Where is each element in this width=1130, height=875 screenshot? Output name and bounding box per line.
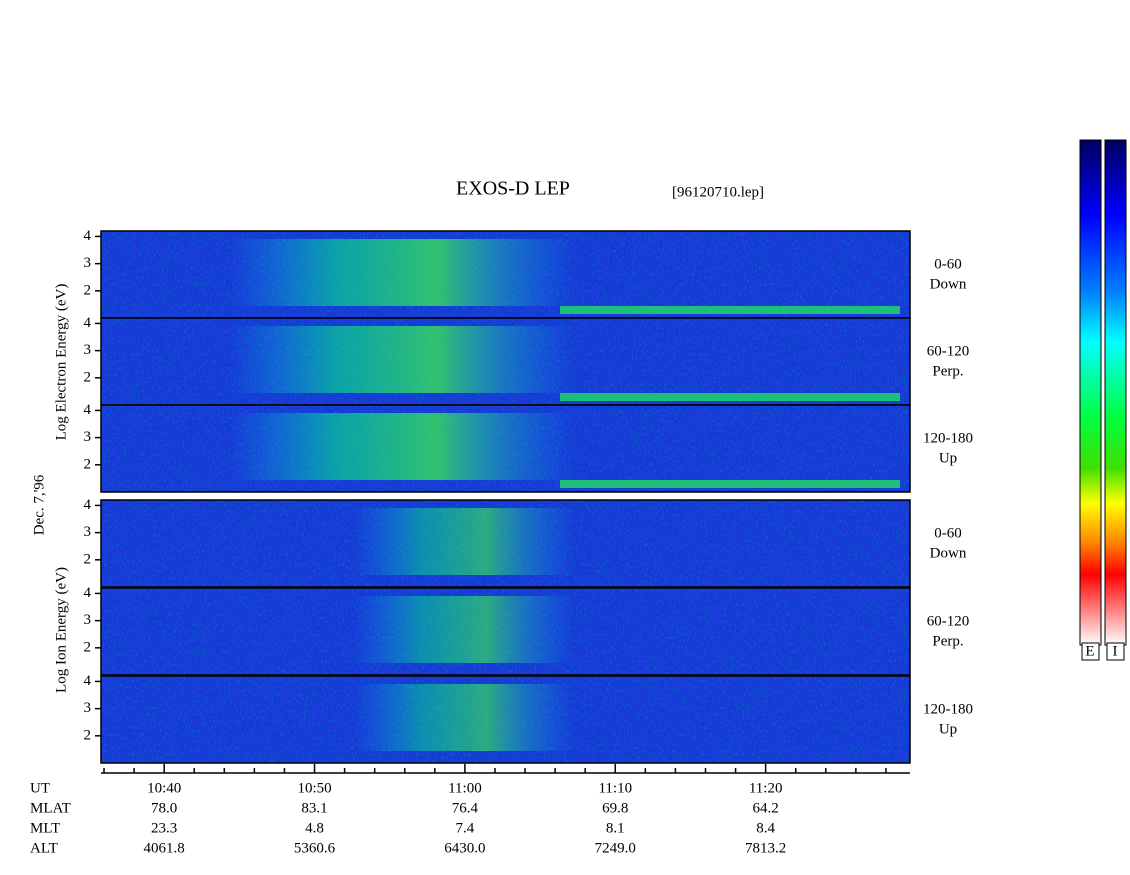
ephemeris-value: 83.1 xyxy=(301,800,327,816)
ephemeris-value: 7.4 xyxy=(456,820,475,836)
spectrogram-band xyxy=(560,306,900,314)
ephemeris-value: 8.4 xyxy=(756,820,775,836)
direction-label: Up xyxy=(939,721,957,737)
panel-frame xyxy=(100,499,911,588)
spectrogram-burst xyxy=(230,326,575,393)
ephemeris-value: 4061.8 xyxy=(144,840,185,856)
ephemeris-value: 64.2 xyxy=(753,800,779,816)
date-label: Dec. 7,'96 xyxy=(31,474,47,535)
ephemeris-label: MLAT xyxy=(30,800,71,816)
ephemeris-value: 6430.0 xyxy=(444,840,485,856)
panel-frame xyxy=(100,675,911,764)
spectrogram-band xyxy=(560,480,900,488)
direction-label: Perp. xyxy=(932,633,963,649)
y-tick-label: 4 xyxy=(84,585,92,601)
direction-label: Down xyxy=(930,545,967,561)
x-tick-label: 11:20 xyxy=(749,780,783,796)
y-tick-label: 4 xyxy=(84,315,92,331)
colorbar xyxy=(1104,139,1127,646)
colorbar-label: I xyxy=(1113,643,1118,659)
colorbar-label: E xyxy=(1085,643,1094,659)
y-tick-label: 3 xyxy=(84,524,92,540)
y-tick-label: 4 xyxy=(84,497,92,513)
y-tick-label: 2 xyxy=(84,456,92,472)
colorbar-box xyxy=(1081,642,1100,661)
y-tick-label: 2 xyxy=(84,639,92,655)
ephemeris-value: 7813.2 xyxy=(745,840,786,856)
pitch-angle-label: 60-120 xyxy=(927,613,970,629)
y-tick-label: 3 xyxy=(84,342,92,358)
ephemeris-value: 69.8 xyxy=(602,800,628,816)
y-tick-label: 2 xyxy=(84,551,92,567)
ephemeris-label: ALT xyxy=(30,840,58,856)
x-tick-label: 11:00 xyxy=(448,780,482,796)
y-tick-label: 3 xyxy=(84,429,92,445)
chart-title: EXOS-D LEP xyxy=(456,178,570,200)
y-tick-label: 4 xyxy=(84,228,92,244)
direction-label: Perp. xyxy=(932,363,963,379)
ephemeris-value: 78.0 xyxy=(151,800,177,816)
x-tick-label: 10:40 xyxy=(147,780,181,796)
panel-frame xyxy=(100,404,911,493)
y-tick-label: 4 xyxy=(84,673,92,689)
file-name: [96120710.lep] xyxy=(672,184,764,200)
pitch-angle-label: 60-120 xyxy=(927,343,970,359)
x-axis-label: UT xyxy=(30,780,50,796)
spectrogram-burst xyxy=(230,239,575,306)
y-tick-label: 3 xyxy=(84,700,92,716)
panel-frame xyxy=(100,587,911,676)
pitch-angle-label: 0-60 xyxy=(934,256,962,272)
ephemeris-label: MLT xyxy=(30,820,60,836)
y-tick-label: 4 xyxy=(84,402,92,418)
spectrogram-burst xyxy=(355,684,575,751)
x-tick-label: 10:50 xyxy=(297,780,331,796)
ephemeris-value: 5360.6 xyxy=(294,840,336,856)
direction-label: Down xyxy=(930,276,967,292)
pitch-angle-label: 0-60 xyxy=(934,525,962,541)
spectrogram-band xyxy=(560,393,900,401)
direction-label: Up xyxy=(939,450,957,466)
electron-y-label: Log Electron Energy (eV) xyxy=(53,284,69,441)
y-tick-label: 2 xyxy=(84,369,92,385)
y-tick-label: 2 xyxy=(84,282,92,298)
pitch-angle-label: 120-180 xyxy=(923,701,973,717)
y-tick-label: 3 xyxy=(84,612,92,628)
ephemeris-value: 8.1 xyxy=(606,820,625,836)
colorbar-box xyxy=(1106,642,1125,661)
ephemeris-value: 23.3 xyxy=(151,820,177,836)
colorbar xyxy=(1079,139,1102,646)
pitch-angle-label: 120-180 xyxy=(923,430,973,446)
y-tick-label: 2 xyxy=(84,727,92,743)
ephemeris-value: 7249.0 xyxy=(595,840,636,856)
ephemeris-value: 76.4 xyxy=(452,800,479,816)
spectrogram-burst xyxy=(355,596,575,663)
ion-y-label: Log Ion Energy (eV) xyxy=(53,567,69,693)
spectrogram-burst xyxy=(230,413,575,480)
y-tick-label: 3 xyxy=(84,255,92,271)
spectrogram-burst xyxy=(355,508,575,575)
ephemeris-value: 4.8 xyxy=(305,820,324,836)
x-tick-label: 11:10 xyxy=(598,780,632,796)
